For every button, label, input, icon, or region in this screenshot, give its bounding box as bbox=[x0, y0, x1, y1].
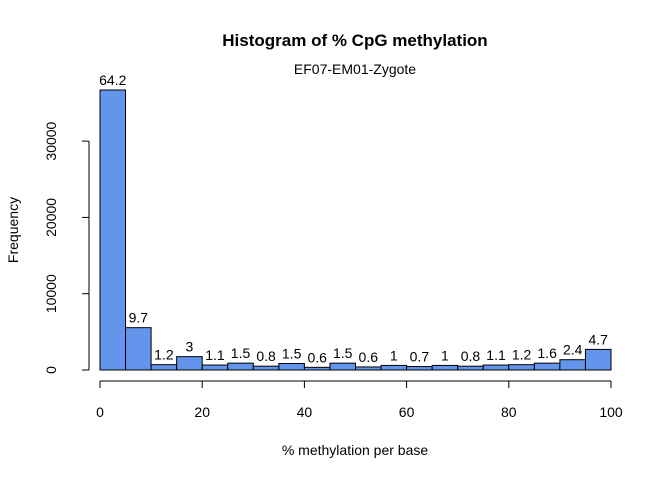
y-tick-label: 30000 bbox=[43, 121, 59, 160]
bar-value-label: 1 bbox=[390, 347, 398, 363]
bar-value-label: 1.1 bbox=[205, 347, 225, 363]
bar-value-label: 1.5 bbox=[231, 345, 251, 361]
bar-value-label: 64.2 bbox=[99, 72, 126, 88]
histogram-bar bbox=[329, 362, 357, 371]
bar-value-label: 2.4 bbox=[563, 342, 583, 358]
histogram-bar bbox=[380, 364, 408, 371]
y-tick-label: 20000 bbox=[43, 198, 59, 237]
histogram-bar bbox=[355, 366, 382, 371]
histogram-bar bbox=[431, 364, 459, 371]
bar-value-label: 0.6 bbox=[307, 349, 327, 365]
histogram-bar bbox=[482, 364, 510, 371]
histogram-bar bbox=[99, 89, 127, 371]
x-axis-label: % methylation per base bbox=[282, 442, 429, 458]
bar-value-label: 9.7 bbox=[129, 310, 149, 326]
x-tick-label: 0 bbox=[96, 404, 104, 420]
histogram-bar bbox=[457, 365, 484, 371]
bar-value-label: 0.6 bbox=[359, 349, 379, 365]
histogram-bar bbox=[252, 365, 280, 371]
x-axis: 0 20 40 60 80 100 bbox=[96, 380, 623, 420]
y-axis-label: Frequency bbox=[5, 197, 21, 263]
chart-subtitle: EF07-EM01-Zygote bbox=[294, 61, 416, 77]
bar-value-label: 1.6 bbox=[537, 345, 557, 361]
x-tick-label: 40 bbox=[297, 404, 313, 420]
histogram-bar bbox=[584, 348, 612, 371]
bar-value-label: 0.8 bbox=[461, 348, 481, 364]
bar-value-label: 4.7 bbox=[588, 331, 608, 347]
histogram-bar bbox=[150, 364, 178, 371]
histogram-bar bbox=[303, 366, 331, 371]
bar-value-label: 1.2 bbox=[512, 347, 532, 363]
bar-value-label: 1 bbox=[441, 347, 449, 363]
histogram-bar bbox=[508, 364, 535, 371]
histogram-bar bbox=[278, 363, 305, 371]
bar-value-label: 3 bbox=[186, 339, 194, 355]
chart-title: Histogram of % CpG methylation bbox=[222, 31, 487, 50]
y-axis: 0 10000 20000 30000 bbox=[43, 121, 90, 374]
histogram-bar bbox=[201, 364, 229, 371]
bar-value-label: 1.2 bbox=[154, 347, 174, 363]
x-tick-label: 100 bbox=[599, 404, 623, 420]
y-tick-label: 10000 bbox=[43, 274, 59, 313]
histogram-bar bbox=[406, 366, 433, 371]
bar-value-label: 1.1 bbox=[486, 347, 506, 363]
histogram-bar bbox=[559, 359, 586, 371]
bars-group bbox=[99, 89, 612, 371]
x-tick-label: 60 bbox=[399, 404, 415, 420]
x-tick-label: 20 bbox=[194, 404, 210, 420]
histogram-bar bbox=[125, 327, 152, 371]
bar-value-label: 1.5 bbox=[333, 345, 353, 361]
histogram-bar bbox=[227, 362, 254, 371]
histogram-bar bbox=[533, 362, 561, 371]
bar-labels-group: 64.2 9.7 1.2 3 1.1 1.5 0.8 1.5 0.6 1.5 0.6 1 0.7 1 0.8… bbox=[99, 72, 608, 365]
histogram-bar bbox=[176, 356, 203, 371]
bar-value-label: 0.8 bbox=[256, 348, 276, 364]
x-tick-label: 80 bbox=[501, 404, 517, 420]
bar-value-label: 1.5 bbox=[282, 346, 302, 362]
bar-value-label: 0.7 bbox=[410, 349, 430, 365]
y-tick-label: 0 bbox=[43, 366, 59, 374]
